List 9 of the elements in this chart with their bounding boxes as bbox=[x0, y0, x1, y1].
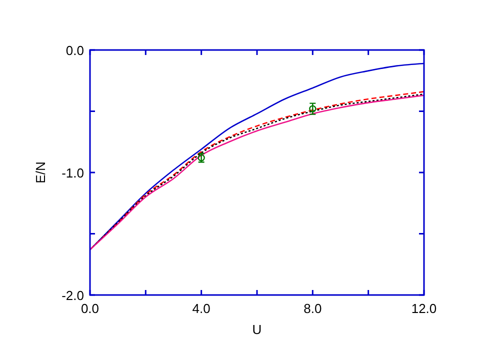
y-tick-label: 0.0 bbox=[66, 43, 84, 58]
x-tick-label: 12.0 bbox=[411, 301, 437, 316]
y-axis-title: E/N bbox=[33, 162, 48, 184]
y-tick-label: -1.0 bbox=[62, 166, 84, 180]
y-tick-label: -2.0 bbox=[62, 288, 84, 303]
x-tick-label: 4.0 bbox=[192, 301, 210, 316]
x-tick-label: 8.0 bbox=[304, 301, 322, 316]
x-tick-label: 0.0 bbox=[80, 301, 100, 316]
x-axis-title: U bbox=[252, 322, 262, 337]
